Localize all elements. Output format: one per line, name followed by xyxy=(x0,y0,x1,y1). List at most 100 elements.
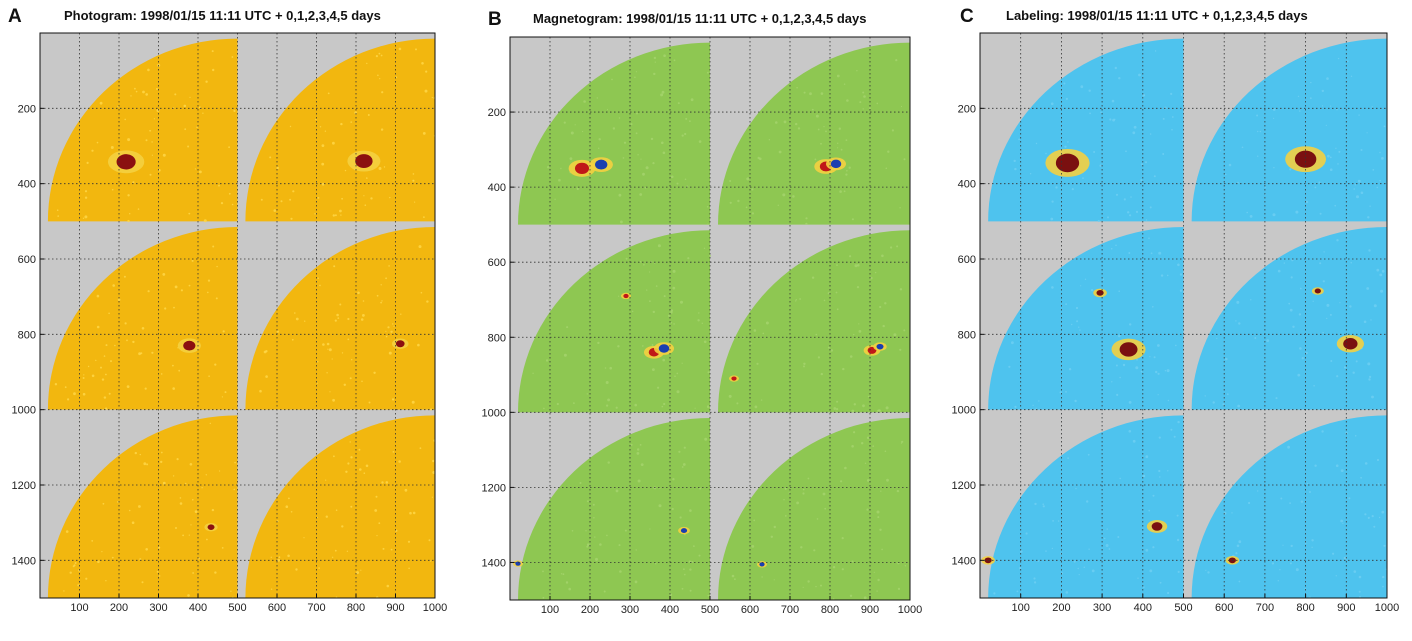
feature-spot xyxy=(1294,150,1317,168)
x-tick-label: 700 xyxy=(1256,602,1274,614)
x-tick-label: 500 xyxy=(228,602,246,614)
gridlines xyxy=(510,37,910,600)
y-tick-label: 200 xyxy=(958,103,976,115)
x-tick-label: 600 xyxy=(741,604,759,616)
quadrant-tiles xyxy=(47,38,435,598)
quadrant-tiles xyxy=(518,42,910,600)
x-tick-label: 400 xyxy=(189,602,207,614)
x-tick-label: 500 xyxy=(1174,602,1192,614)
solar-quadrant-4 xyxy=(245,226,435,410)
chart-panel-a: 100 200 300 400 500 600 700 800 900 1000 200 400 600… xyxy=(8,6,447,614)
x-tick-label: 600 xyxy=(1215,602,1233,614)
feature-spot xyxy=(1314,288,1321,294)
feature-spot xyxy=(623,293,629,299)
solar-quadrant-3 xyxy=(47,226,238,410)
x-tick-label: 700 xyxy=(307,602,325,614)
solar-quadrant-6 xyxy=(1191,415,1387,598)
x-tick-label: 600 xyxy=(268,602,286,614)
feature-spot xyxy=(759,562,765,567)
y-tick-label: 1000 xyxy=(952,405,976,417)
y-tick-label: 1400 xyxy=(952,555,976,567)
solar-quadrant-4 xyxy=(718,230,910,413)
solar-quadrant-1 xyxy=(518,42,710,225)
solar-quadrant-2 xyxy=(245,38,435,222)
x-tick-label: 200 xyxy=(581,604,599,616)
quadrant-tiles xyxy=(988,38,1387,598)
x-tick-label: 100 xyxy=(541,604,559,616)
y-tick-label: 1000 xyxy=(12,405,36,417)
feature-spot xyxy=(595,159,608,170)
solar-quadrant-3 xyxy=(988,226,1184,410)
x-tick-label: 300 xyxy=(149,602,167,614)
solar-quadrant-3 xyxy=(518,230,710,413)
solar-quadrant-1 xyxy=(47,38,238,222)
feature-spot xyxy=(1055,153,1080,173)
solar-quadrant-1 xyxy=(988,38,1184,222)
y-tick-label: 800 xyxy=(958,329,976,341)
feature-spot xyxy=(680,528,688,534)
x-tick-label: 700 xyxy=(781,604,799,616)
y-tick-label: 1400 xyxy=(12,555,36,567)
x-tick-label: 400 xyxy=(1134,602,1152,614)
feature-spot xyxy=(1343,338,1358,350)
y-tick-label: 400 xyxy=(958,179,976,191)
feature-spot xyxy=(731,376,737,381)
chart-title: Magnetogram: 1998/01/15 11:11 UTC + 0,1,… xyxy=(533,11,867,26)
gridlines xyxy=(40,33,435,598)
y-tick-label: 800 xyxy=(488,332,506,344)
y-tick-label: 200 xyxy=(18,103,36,115)
feature-spot xyxy=(574,162,590,174)
y-tick-label: 400 xyxy=(488,182,506,194)
chart-panel-b: 100 200 300 400 500 600 700 800 900 1000 200 400 600… xyxy=(482,9,923,616)
x-tick-label: 300 xyxy=(621,604,639,616)
x-tick-label: 1000 xyxy=(1375,602,1399,614)
x-tick-label: 800 xyxy=(1296,602,1314,614)
chart-title: Labeling: 1998/01/15 11:11 UTC + 0,1,2,3… xyxy=(1006,8,1308,23)
x-tick-label: 100 xyxy=(70,602,88,614)
x-tick-label: 200 xyxy=(110,602,128,614)
chart-panel-c: 100 200 300 400 500 600 700 800 900 1000 200 400 600… xyxy=(952,6,1400,614)
solar-quadrant-5 xyxy=(518,417,710,600)
x-tick-label: 300 xyxy=(1093,602,1111,614)
x-tick-label: 900 xyxy=(386,602,404,614)
panel-label: A xyxy=(8,6,22,27)
x-tick-label: 800 xyxy=(821,604,839,616)
y-tick-label: 1000 xyxy=(482,407,506,419)
feature-spot xyxy=(1096,290,1104,296)
solar-quadrant-2 xyxy=(1191,38,1387,222)
panel-label: B xyxy=(488,9,502,30)
solar-quadrant-2 xyxy=(718,42,910,225)
y-tick-label: 1200 xyxy=(12,480,36,492)
solar-quadrant-6 xyxy=(718,417,910,600)
feature-spot xyxy=(830,159,842,169)
y-tick-label: 1200 xyxy=(952,480,976,492)
solar-quadrant-4 xyxy=(1191,226,1387,410)
y-tick-label: 1400 xyxy=(482,557,506,569)
x-tick-label: 900 xyxy=(861,604,879,616)
feature-spot xyxy=(116,154,136,170)
x-tick-label: 100 xyxy=(1012,602,1030,614)
x-tick-label: 900 xyxy=(1337,602,1355,614)
feature-spot xyxy=(207,524,215,530)
feature-spot xyxy=(355,154,373,169)
y-tick-label: 600 xyxy=(958,254,976,266)
feature-spot xyxy=(183,340,196,351)
panel-label: C xyxy=(960,6,974,27)
solar-quadrant-6 xyxy=(245,415,435,598)
feature-spot xyxy=(395,340,405,348)
chart-title: Photogram: 1998/01/15 11:11 UTC + 0,1,2,… xyxy=(64,8,381,23)
x-tick-label: 200 xyxy=(1052,602,1070,614)
y-tick-label: 800 xyxy=(18,329,36,341)
feature-spot xyxy=(658,344,670,353)
y-tick-label: 400 xyxy=(18,179,36,191)
y-tick-label: 1200 xyxy=(482,482,506,494)
y-tick-label: 600 xyxy=(488,257,506,269)
solar-quadrant-5 xyxy=(988,415,1184,598)
y-tick-label: 600 xyxy=(18,254,36,266)
feature-spot xyxy=(1151,522,1163,531)
x-tick-label: 1000 xyxy=(423,602,447,614)
x-tick-label: 1000 xyxy=(898,604,922,616)
feature-spot xyxy=(1119,342,1138,357)
feature-spot xyxy=(876,343,884,350)
